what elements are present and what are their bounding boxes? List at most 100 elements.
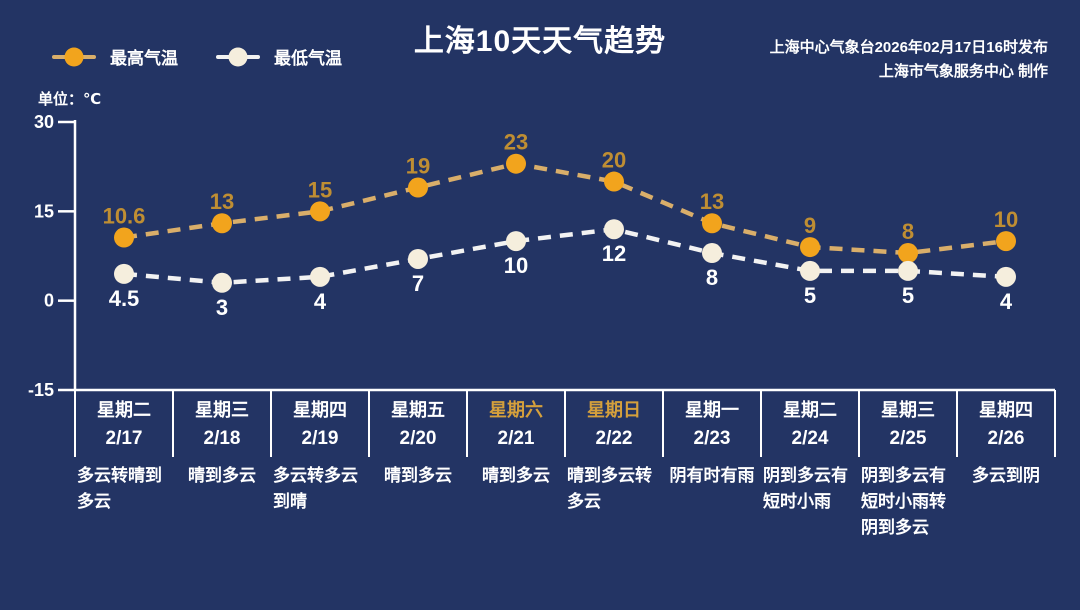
weather-description: 晴到多云 xyxy=(467,463,565,489)
weekday-label: 星期四 xyxy=(293,400,347,420)
weather-description: 阴到多云有短时小雨转阴到多云 xyxy=(859,463,957,541)
low-temp-value-label: 8 xyxy=(706,265,718,290)
low-temp-value-label: 12 xyxy=(602,241,626,266)
weather-description-text: 多云转晴到多云 xyxy=(77,466,162,511)
weekday-label: 星期五 xyxy=(391,400,445,420)
low-temp-point xyxy=(800,260,820,281)
high-temp-point xyxy=(212,213,232,234)
publish-time-line: 上海中心气象台2026年02月17日16时发布 xyxy=(769,39,1048,56)
high-temp-point xyxy=(800,237,820,258)
weather-description-text: 阴到多云有短时小雨 xyxy=(763,466,848,511)
weather-description-text: 晴到多云 xyxy=(482,466,550,485)
legend-label-high-temp: 最高气温 xyxy=(110,49,178,68)
low-temp-point xyxy=(310,266,330,287)
weather-description: 多云到阴 xyxy=(957,463,1055,489)
high-temp-value-label: 20 xyxy=(602,148,626,173)
low-temp-line-marker-icon xyxy=(216,47,260,66)
high-temp-point xyxy=(604,171,624,192)
high-temp-value-label: 19 xyxy=(406,154,430,179)
weekday-label: 星期四 xyxy=(979,400,1033,420)
weather-description: 阴到多云有短时小雨 xyxy=(761,463,859,515)
weather-description: 阴有时有雨 xyxy=(663,463,761,489)
low-temp-point xyxy=(604,219,624,240)
weekday-label: 星期一 xyxy=(685,400,739,420)
low-temp-point xyxy=(996,266,1016,287)
date-label: 2/22 xyxy=(595,428,633,449)
high-temp-point xyxy=(310,201,330,222)
day-column: 星期一 2/23 阴有时有雨 xyxy=(663,390,761,541)
low-temp-value-label: 4.5 xyxy=(109,286,140,311)
weather-description: 晴到多云 xyxy=(369,463,467,489)
date-label: 2/21 xyxy=(497,428,535,449)
low-temp-value-label: 5 xyxy=(902,283,914,308)
unit-label: 单位：℃ xyxy=(38,91,102,108)
date-label: 2/18 xyxy=(203,428,241,449)
days-table: 星期二 2/17 多云转晴到多云 星期三 2/18 晴到多云 星期四 2/19 多云转多云到晴星… xyxy=(75,390,1055,541)
y-axis-tick-label: 30 xyxy=(34,112,54,132)
publisher-info: 上海中心气象台2026年02月17日16时发布 上海市气象服务中心 制作 xyxy=(770,36,1048,84)
weather-description-text: 多云到阴 xyxy=(972,466,1040,485)
weather-description: 多云转晴到多云 xyxy=(75,463,173,515)
low-temp-point xyxy=(114,263,134,284)
producer-line: 上海市气象服务中心 制作 xyxy=(878,63,1048,80)
weather-description: 多云转多云到晴 xyxy=(271,463,369,515)
day-column: 星期三 2/18 晴到多云 xyxy=(173,390,271,541)
weather-description-text: 阴有时有雨 xyxy=(669,466,755,485)
low-temp-value-label: 4 xyxy=(314,289,327,314)
low-temp-point xyxy=(212,272,232,293)
low-temp-point xyxy=(898,260,918,281)
day-column: 星期四 2/26 多云到阴 xyxy=(957,390,1055,541)
day-column: 星期二 2/24 阴到多云有短时小雨 xyxy=(761,390,859,541)
date-label: 2/26 xyxy=(987,428,1025,449)
high-temp-dot-icon xyxy=(64,47,84,66)
legend: 最高气温 最低气温 xyxy=(52,44,342,69)
day-column: 星期二 2/17 多云转晴到多云 xyxy=(75,390,173,541)
legend-label-low-temp: 最低气温 xyxy=(274,49,342,68)
high-temp-series-line xyxy=(123,161,1007,256)
low-temp-value-label: 3 xyxy=(216,295,228,320)
weekday-label: 星期二 xyxy=(783,400,837,420)
weather-description: 晴到多云转多云 xyxy=(565,463,663,515)
high-temp-value-label: 13 xyxy=(210,189,234,214)
day-column: 星期日 2/22 晴到多云转多云 xyxy=(565,390,663,541)
legend-item-low-temp: 最低气温 xyxy=(216,44,342,69)
weekday-label: 星期二 xyxy=(97,400,151,420)
day-column: 星期三 2/25 阴到多云有短时小雨转阴到多云 xyxy=(859,390,957,541)
low-temp-point xyxy=(506,231,526,252)
y-axis-tick-label: -15 xyxy=(28,380,54,400)
low-temp-value-label: 10 xyxy=(504,253,528,278)
weekday-label: 星期六 xyxy=(489,400,543,420)
high-temp-point xyxy=(898,243,918,264)
y-axis-tick-label: 0 xyxy=(44,291,54,311)
weekday-label: 星期日 xyxy=(587,400,641,420)
high-temp-point xyxy=(702,213,722,234)
high-temp-value-label: 10.6 xyxy=(103,204,146,229)
high-temp-value-label: 10 xyxy=(994,207,1018,232)
high-temp-value-label: 8 xyxy=(902,219,914,244)
high-temp-value-label: 9 xyxy=(804,213,816,238)
weather-description-text: 多云转多云到晴 xyxy=(273,466,358,511)
page-title: 上海10天天气趋势 xyxy=(413,25,667,58)
date-label: 2/24 xyxy=(791,428,829,449)
y-axis-tick-label: 15 xyxy=(34,201,54,221)
day-column: 星期五 2/20 晴到多云 xyxy=(369,390,467,541)
high-temp-value-label: 23 xyxy=(504,130,528,155)
low-temp-series-line xyxy=(123,226,1007,286)
low-temp-point xyxy=(408,248,428,269)
date-label: 2/25 xyxy=(889,428,927,449)
weather-description-text: 阴到多云有短时小雨转阴到多云 xyxy=(861,466,946,537)
day-column: 星期四 2/19 多云转多云到晴 xyxy=(271,390,369,541)
weather-description-text: 晴到多云 xyxy=(384,466,452,485)
high-temp-point xyxy=(996,231,1016,252)
date-label: 2/20 xyxy=(399,428,437,449)
day-column: 星期六 2/21 晴到多云 xyxy=(467,390,565,541)
weekday-label: 星期三 xyxy=(195,400,249,420)
weather-description-text: 晴到多云转多云 xyxy=(567,466,652,511)
high-temp-point xyxy=(114,227,134,248)
low-temp-value-label: 7 xyxy=(412,271,424,296)
weekday-label: 星期三 xyxy=(881,400,935,420)
date-label: 2/19 xyxy=(301,428,339,449)
weather-description-text: 晴到多云 xyxy=(188,466,256,485)
